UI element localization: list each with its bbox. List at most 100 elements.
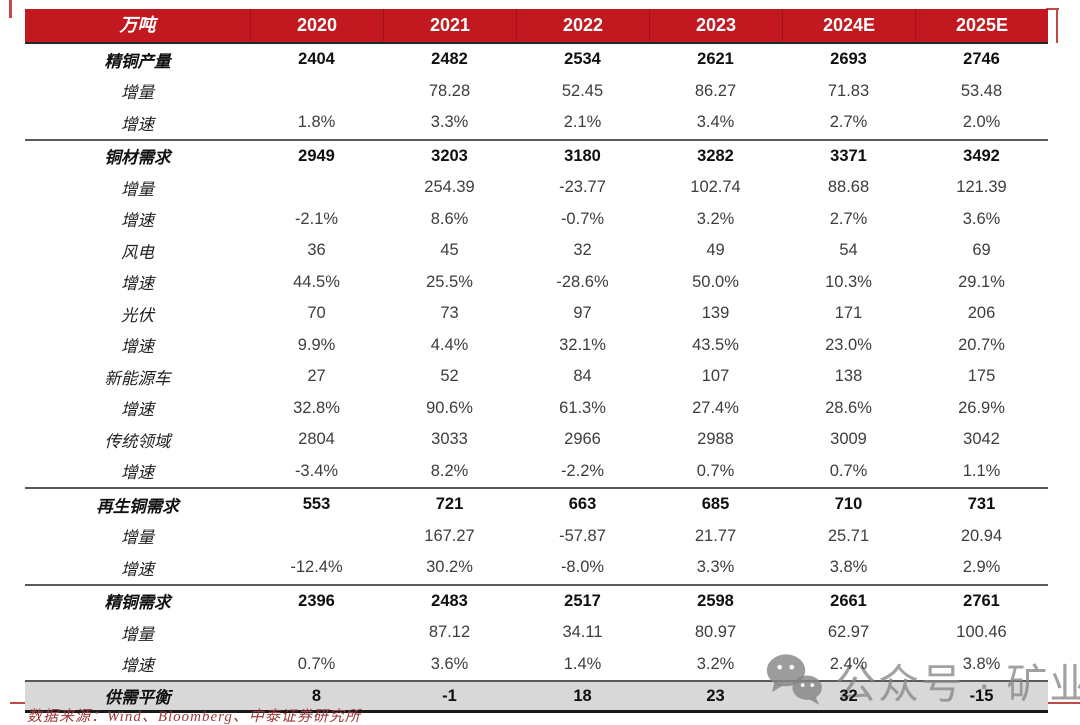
table-cell: 23.0% [825,335,872,354]
table-cell: 663 [568,495,597,514]
table-cell: 54 [839,241,858,260]
table-row: 精铜产量 2404 2482 2534 2621 2693 2746 [25,44,1048,76]
frame-line-top-right-horizontal [1046,8,1059,10]
row-label: 增速 [121,400,154,420]
frame-line-top-right-vertical [1056,8,1058,43]
table-row: 光伏 70 73 97 139 171 206 [25,298,1048,330]
table-cell: 2966 [564,430,601,449]
row-label: 增速 [121,114,154,134]
table-body: 精铜产量 2404 2482 2534 2621 2693 2746 增量 78.28 52.45… [25,44,1048,713]
table-cell: 27 [307,367,326,386]
table-cell: 3.4% [696,113,735,132]
table-cell: 175 [967,367,996,386]
table-cell: 29.1% [958,272,1005,291]
table-row: 铜材需求 2949 3203 3180 3282 3371 3492 [25,141,1048,173]
row-label: 精铜需求 [104,593,171,613]
row-label: 增量 [121,179,154,199]
table-cell: 87.12 [428,623,471,642]
table-cell: -28.6% [556,272,609,291]
row-label: 增速 [121,656,154,676]
table-cell: -3.4% [294,461,339,480]
table-cell: 167.27 [424,526,475,545]
table-cell: 102.74 [690,178,741,197]
table-cell: 9.9% [297,335,336,354]
table-row: 风电 36 45 32 49 54 69 [25,235,1048,267]
table-cell: 3.8% [962,654,1001,673]
row-label: 精铜产量 [104,51,171,71]
table-cell: 62.97 [827,623,870,642]
table-cell: 71.83 [827,81,870,100]
table-cell: 2988 [697,430,734,449]
row-label: 再生铜需求 [96,496,179,516]
row-label: 增速 [121,463,154,483]
table-cell: 3282 [697,146,734,165]
table-header-year: 2025E [915,9,1048,42]
table-row: 再生铜需求 553 721 663 685 710 731 [25,489,1048,521]
table-cell: 2.0% [962,113,1001,132]
table-cell: -8.0% [560,558,605,577]
table-cell: 18 [573,686,592,705]
table-cell: 2661 [830,591,867,610]
table-cell: 8 [311,686,322,705]
table-cell: 107 [701,367,730,386]
row-label: 铜材需求 [104,148,171,168]
table-cell: 139 [701,304,730,323]
table-cell: 32.8% [293,398,340,417]
table-cell: 49 [706,241,725,260]
table-cell: 78.28 [428,81,471,100]
table-cell: 3.3% [430,113,469,132]
table-cell: 8.6% [430,209,469,228]
table-cell: 3180 [564,146,601,165]
table-cell: 2482 [431,50,468,69]
table-cell: 2483 [431,591,468,610]
table-cell: 3.2% [696,654,735,673]
table-header-year: 2023 [649,9,782,42]
table-row: 增速 44.5% 25.5% -28.6% 50.0% 10.3% 29.1% [25,267,1048,299]
table-row: 增速 0.7% 3.6% 1.4% 3.2% 2.4% 3.8% [25,649,1048,682]
row-label: 光伏 [121,305,154,325]
table-row: 传统领域 2804 3033 2966 2988 3009 3042 [25,424,1048,456]
table-cell: 80.97 [694,623,737,642]
row-label: 增速 [121,211,154,231]
table-cell: 138 [834,367,863,386]
table-header-year: 2020 [250,9,383,42]
table-cell: 254.39 [424,178,475,197]
frame-line-top-left [9,0,12,18]
table-cell: 27.4% [692,398,739,417]
table-cell: 2.4% [829,654,868,673]
table-cell: 1.1% [962,461,1001,480]
table-cell: 23 [706,686,725,705]
table-cell: 2404 [298,50,335,69]
table-cell: 45 [440,241,459,260]
table-cell: -0.7% [560,209,605,228]
table-cell: 61.3% [559,398,606,417]
table-cell: 710 [834,495,863,514]
table-cell: 3203 [431,146,468,165]
table-cell: 30.2% [426,558,473,577]
table-cell: 3371 [830,146,867,165]
table-row: 增速 -12.4% 30.2% -8.0% 3.3% 3.8% 2.9% [25,552,1048,586]
table-cell: 3.6% [430,654,469,673]
table-row: 增量 78.28 52.45 86.27 71.83 53.48 [25,76,1048,108]
table-cell: 8.2% [430,461,469,480]
table-cell: 32 [839,686,858,705]
table-cell: 3.3% [696,558,735,577]
table-cell: 2761 [963,591,1000,610]
table-row: 新能源车 27 52 84 107 138 175 [25,361,1048,393]
table-cell: 25.71 [827,526,870,545]
row-label: 传统领域 [104,431,171,451]
row-label: 增量 [121,528,154,548]
table-cell: 721 [435,495,464,514]
table-row: 增速 1.8% 3.3% 2.1% 3.4% 2.7% 2.0% [25,107,1048,141]
table-cell: 21.77 [694,526,737,545]
row-label: 增速 [121,274,154,294]
table-cell: 2804 [298,430,335,449]
row-label: 风电 [121,242,154,262]
table-row: 增速 9.9% 4.4% 32.1% 43.5% 23.0% 20.7% [25,330,1048,362]
table-cell: 52.45 [561,81,604,100]
table-header-unit: 万吨 [119,15,156,35]
table-row: 增量 254.39 -23.77 102.74 88.68 121.39 [25,172,1048,204]
row-label: 供需平衡 [104,688,171,707]
table-cell: 731 [967,495,996,514]
